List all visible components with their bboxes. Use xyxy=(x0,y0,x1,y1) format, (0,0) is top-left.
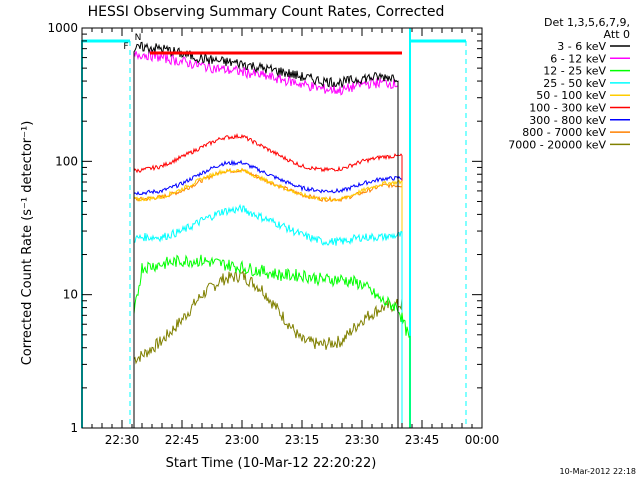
chart-title: HESSI Observing Summary Count Rates, Cor… xyxy=(88,4,445,20)
series-marks xyxy=(133,41,411,428)
footer-stamp: 10-Mar-2012 22:18 xyxy=(560,467,637,476)
series-line-3-6-kev xyxy=(133,41,399,428)
series-line-300-800-kev xyxy=(133,159,403,428)
flag-label-f: F xyxy=(123,42,128,52)
legend-label: 50 - 100 keV xyxy=(536,89,606,102)
legend-label: 3 - 6 keV xyxy=(557,40,606,53)
y-axis-label: Corrected Count Rate (s⁻¹ detector⁻¹) xyxy=(20,121,35,366)
x-tick-label: 23:00 xyxy=(225,433,260,447)
x-tick-label: 22:45 xyxy=(165,433,200,447)
axes: 22:30 22:45 23:00 23:15 23:30 23:45 00:00 1 10 10… xyxy=(47,21,499,447)
x-tick-label: 23:45 xyxy=(405,433,440,447)
y-tick-label: 10 xyxy=(63,288,78,302)
legend-label: 300 - 800 keV xyxy=(529,114,606,127)
series-line-6-12-kev xyxy=(133,49,399,428)
legend-header: Det 1,3,5,6,7,9, Att 0 xyxy=(544,16,630,41)
legend-label: 7000 - 20000 keV xyxy=(508,138,606,151)
y-tick-label: 100 xyxy=(55,154,78,168)
legend-label: 25 - 50 keV xyxy=(543,77,606,90)
legend-label: 800 - 7000 keV xyxy=(522,126,606,139)
legend-header-line-1: Det 1,3,5,6,7,9, xyxy=(544,16,630,29)
series-line-50-100-kev xyxy=(133,167,403,428)
legend-header-line-2: Att 0 xyxy=(604,28,630,41)
x-tick-label: 00:00 xyxy=(465,433,500,447)
legend-label: 100 - 300 keV xyxy=(529,102,606,115)
x-tick-label: 23:30 xyxy=(345,433,380,447)
series-line-100-300-kev xyxy=(133,132,403,428)
x-axis-label: Start Time (10-Mar-12 22:20:22) xyxy=(166,456,377,471)
x-tick-label: 23:15 xyxy=(285,433,320,447)
y-tick-label: 1000 xyxy=(47,21,78,35)
series-line-12-25-kev xyxy=(133,254,411,428)
legend-label: 12 - 25 keV xyxy=(543,65,606,78)
legend-label: 6 - 12 keV xyxy=(550,52,606,65)
y-tick-label: 1 xyxy=(70,421,78,435)
flag-label-n: N xyxy=(135,33,142,43)
x-tick-label: 22:30 xyxy=(105,433,140,447)
series-line-7000-20000-kev xyxy=(133,269,403,428)
series-line-25-50-kev xyxy=(133,203,403,428)
